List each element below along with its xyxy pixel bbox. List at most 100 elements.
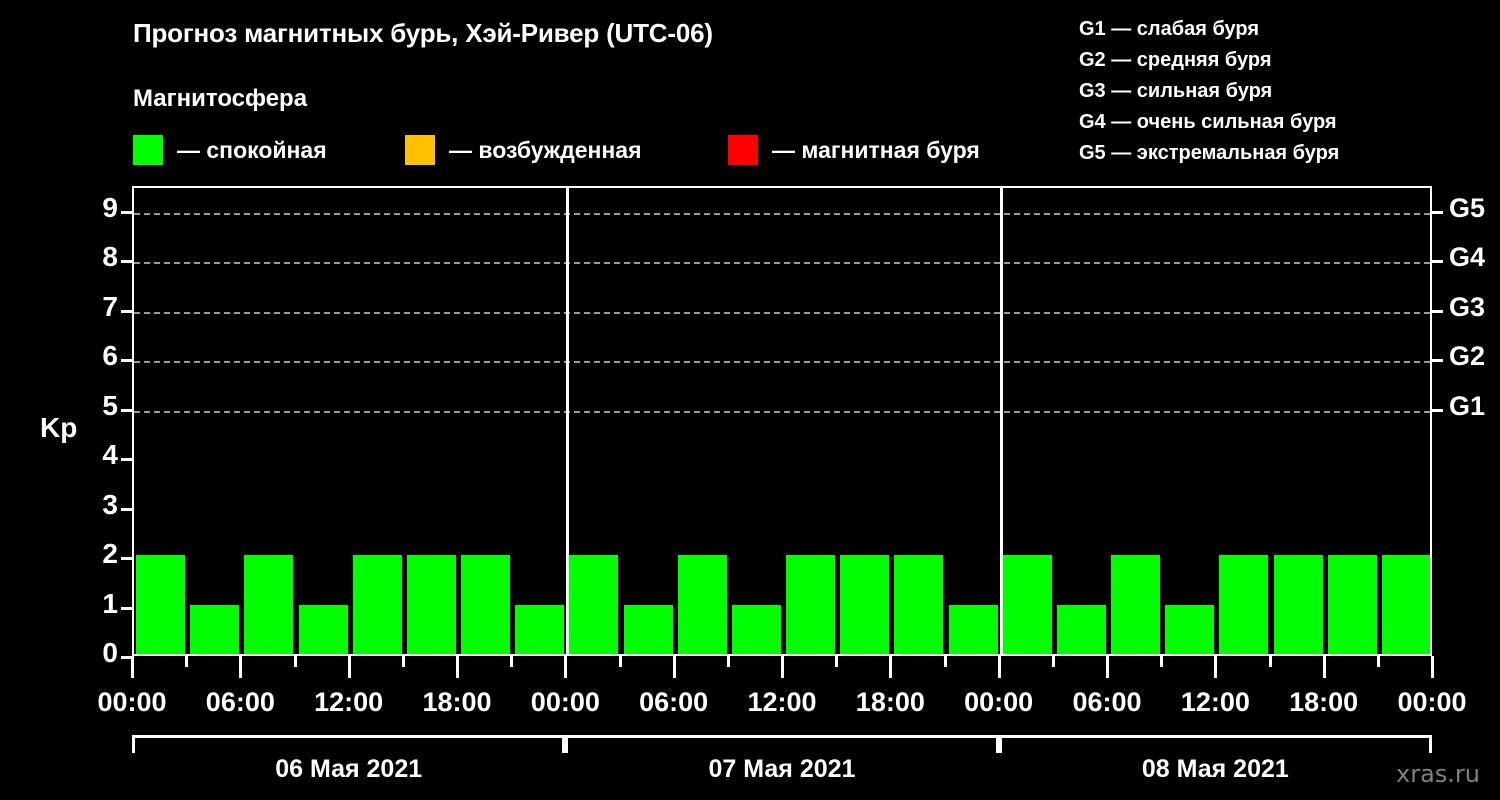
y-tick-label: 9 xyxy=(102,191,118,223)
x-tick-mark-minor xyxy=(1160,656,1164,667)
g-tick-mark xyxy=(1432,359,1443,363)
watermark: xras.ru xyxy=(1396,760,1480,788)
x-tick-label: 12:00 xyxy=(747,687,817,717)
gridline-kp-7 xyxy=(134,311,1430,314)
g-tick-mark xyxy=(1432,309,1443,313)
bar-kp xyxy=(894,555,944,654)
legend-swatch-icon xyxy=(133,135,163,165)
bar-kp xyxy=(298,604,348,654)
x-tick-label: 06:00 xyxy=(205,687,275,717)
page-title: Прогноз магнитных бурь, Хэй-Ривер (UTC-0… xyxy=(133,18,713,48)
bar-kp xyxy=(840,555,890,654)
y-tick-mark xyxy=(121,606,132,610)
bar-kp xyxy=(461,555,511,654)
x-tick-mark-minor xyxy=(185,656,189,667)
gridline-kp-6 xyxy=(134,361,1430,364)
gridline-kp-8 xyxy=(134,262,1430,265)
bar-kp xyxy=(1381,555,1430,654)
bar-kp xyxy=(1002,555,1052,654)
x-tick-mark-major xyxy=(564,656,568,678)
x-tick-mark-major xyxy=(889,656,893,678)
x-tick-mark-major xyxy=(1322,656,1326,678)
legend-entry-возбужденная: — возбужденная xyxy=(405,133,642,167)
g-scale-row-g5: G5 — экстремальная буря xyxy=(1079,142,1340,164)
g-tick-label-g2: G2 xyxy=(1449,341,1486,372)
y-tick-mark xyxy=(121,359,132,363)
y-tick-label: 1 xyxy=(102,587,118,619)
legend-entry-магнитная: — магнитная буря xyxy=(728,133,980,167)
x-tick-mark-minor xyxy=(1268,656,1272,667)
bar-kp xyxy=(406,555,456,654)
y-tick-mark xyxy=(121,408,132,412)
x-tick-mark-minor xyxy=(510,656,514,667)
g-scale-row-g2: G2 — средняя буря xyxy=(1079,49,1272,71)
x-tick-mark-major xyxy=(997,656,1001,678)
chart-plot-area xyxy=(132,186,1432,656)
y-tick-mark xyxy=(121,507,132,511)
x-tick-mark-minor xyxy=(618,656,622,667)
date-label: 08 Мая 2021 xyxy=(1141,755,1289,783)
day-separator xyxy=(566,188,570,654)
legend-label: — спокойная xyxy=(177,137,327,163)
x-tick-mark-minor xyxy=(835,656,839,667)
legend-label: — магнитная буря xyxy=(772,137,980,163)
bar-kp xyxy=(1327,555,1377,654)
bar-kp xyxy=(623,604,673,654)
bar-kp xyxy=(1219,555,1269,654)
x-tick-mark-major xyxy=(1214,656,1218,678)
x-tick-mark-major xyxy=(1431,656,1434,678)
y-tick-mark xyxy=(121,557,132,561)
x-tick-mark-major xyxy=(1106,656,1109,678)
bar-kp xyxy=(352,555,402,654)
x-tick-mark-minor xyxy=(943,656,947,667)
x-tick-label: 06:00 xyxy=(639,687,709,717)
y-tick-label: 8 xyxy=(102,241,118,273)
legend-swatch-icon xyxy=(405,135,435,165)
y-tick-label: 3 xyxy=(102,488,118,520)
g-tick-label-g4: G4 xyxy=(1449,242,1486,273)
date-label: 07 Мая 2021 xyxy=(708,755,856,783)
gridline-kp-5 xyxy=(134,410,1430,413)
bar-kp xyxy=(1111,555,1161,654)
g-scale-row-g4: G4 — очень сильная буря xyxy=(1079,111,1337,133)
x-tick-mark-major xyxy=(239,656,243,678)
date-bracket xyxy=(132,735,566,753)
x-tick-label: 00:00 xyxy=(97,687,167,717)
y-tick-mark xyxy=(121,656,132,659)
legend-entry-спокойная: — спокойная xyxy=(133,133,327,167)
y-tick-label: 7 xyxy=(102,290,118,322)
y-tick-mark xyxy=(121,260,132,264)
gridline-kp-9 xyxy=(134,212,1430,215)
bar-kp xyxy=(244,555,294,654)
x-tick-mark-minor xyxy=(293,656,297,667)
x-tick-label: 12:00 xyxy=(314,687,384,717)
day-separator xyxy=(999,188,1003,654)
date-label: 06 Мая 2021 xyxy=(275,755,423,783)
x-tick-label: 06:00 xyxy=(1072,687,1142,717)
y-tick-mark xyxy=(121,309,132,313)
x-tick-label: 18:00 xyxy=(422,687,492,717)
x-tick-mark-minor xyxy=(726,656,730,667)
x-tick-label: 18:00 xyxy=(855,687,925,717)
x-tick-mark-major xyxy=(781,656,784,678)
bar-kp xyxy=(786,555,836,654)
g-tick-label-g5: G5 xyxy=(1449,192,1486,223)
y-tick-label: 2 xyxy=(102,538,118,570)
x-tick-mark-minor xyxy=(401,656,405,667)
x-tick-mark-major xyxy=(456,656,459,678)
x-tick-label: 18:00 xyxy=(1289,687,1359,717)
x-tick-label: 00:00 xyxy=(530,687,600,717)
y-axis-title: Kp xyxy=(40,412,78,443)
x-tick-mark-major xyxy=(672,656,676,678)
bar-kp xyxy=(1056,604,1106,654)
g-tick-label-g3: G3 xyxy=(1449,291,1486,322)
g-tick-mark xyxy=(1432,408,1443,412)
x-tick-mark-major xyxy=(347,656,351,678)
g-tick-mark xyxy=(1432,210,1443,214)
g-tick-label-g1: G1 xyxy=(1449,390,1486,421)
magnetosphere-heading: Магнитосфера xyxy=(133,85,308,112)
bar-kp xyxy=(569,555,619,654)
y-tick-label: 4 xyxy=(102,439,118,471)
g-scale-legend: G1 — слабая буря G2 — средняя буря G3 — си… xyxy=(1079,14,1339,169)
x-tick-mark-minor xyxy=(1051,656,1055,667)
